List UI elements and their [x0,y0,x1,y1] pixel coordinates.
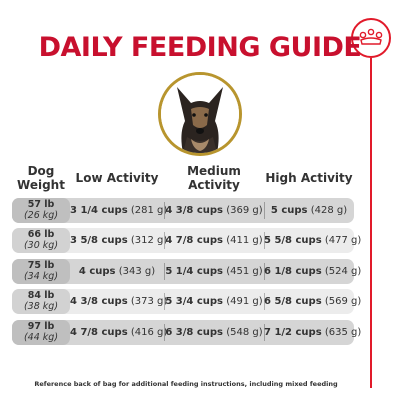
low-activity-cell: 3 1/4 cups (281 g) [70,198,168,223]
table-row: 75 lb (34 kg) 4 cups (343 g) 5 1/4 cups (45… [12,259,361,284]
grams-amount: (312 g) [130,235,168,246]
page-title: DAILY FEEDING GUIDE [38,32,362,63]
cups-amount: 6 5/8 cups [264,296,322,307]
grams-amount: (451 g) [226,266,263,277]
cups-amount: 5 cups [270,205,308,216]
german-shepherd-photo [158,72,242,156]
cups-amount: 5 5/8 cups [264,235,322,246]
table-row: 97 lb (44 kg) 4 7/8 cups (416 g) 6 3/8 cups… [12,320,361,345]
cups-amount: 6 3/8 cups [165,327,224,338]
column-divider [164,232,165,249]
dog-weight-cell: 84 lb (38 kg) [12,289,70,314]
cups-amount: 3 5/8 cups [70,235,128,246]
grams-amount: (477 g) [324,235,362,246]
weight-lb: 57 lb [27,199,55,210]
grams-amount: (411 g) [226,235,263,246]
grams-amount: (416 g) [130,327,168,338]
column-divider [264,263,265,280]
high-activity-cell: 6 5/8 cups (569 g) [264,289,361,314]
medium-activity-cell: 5 1/4 cups (451 g) [164,259,264,284]
weight-kg: (34 kg) [23,270,59,282]
cups-amount: 5 3/4 cups [165,296,224,307]
cups-amount: 4 7/8 cups [165,235,224,246]
cups-amount: 6 1/8 cups [264,266,322,277]
high-activity-cell: 7 1/2 cups (635 g) [264,320,361,345]
weight-lb: 75 lb [27,260,55,271]
header-medium-activity: Medium Activity [187,164,241,192]
column-divider [264,232,265,249]
column-divider [264,293,265,310]
cups-amount: 4 cups [78,266,116,277]
cups-amount: 3 1/4 cups [70,205,128,216]
weight-kg: (30 kg) [23,239,59,251]
header-high-activity: High Activity [265,171,353,185]
medium-activity-cell: 5 3/4 cups (491 g) [164,289,264,314]
grams-amount: (548 g) [226,327,263,338]
weight-kg: (44 kg) [23,331,59,343]
table-header: Dog Weight Low Activity Medium Activity … [12,158,354,198]
low-activity-cell: 4 cups (343 g) [70,259,164,284]
grams-amount: (281 g) [130,205,168,216]
dog-weight-cell: 97 lb (44 kg) [12,320,70,345]
cups-amount: 4 7/8 cups [70,327,128,338]
medium-activity-cell: 4 7/8 cups (411 g) [164,228,264,253]
grams-amount: (369 g) [226,205,263,216]
header-dog-weight: Dog Weight [17,164,65,192]
high-activity-cell: 6 1/8 cups (524 g) [264,259,361,284]
cups-amount: 4 3/8 cups [165,205,224,216]
weight-lb: 84 lb [27,290,55,301]
weight-kg: (26 kg) [23,209,59,221]
weight-kg: (38 kg) [23,300,59,312]
weight-lb: 66 lb [27,229,55,240]
low-activity-cell: 4 7/8 cups (416 g) [70,320,168,345]
column-divider [264,324,265,341]
brand-accent-line [370,58,372,388]
grams-amount: (343 g) [118,266,156,277]
column-divider [164,324,165,341]
grams-amount: (373 g) [130,296,168,307]
weight-lb: 97 lb [27,321,55,332]
header-low-activity: Low Activity [75,171,159,185]
grams-amount: (491 g) [226,296,263,307]
footnote: Reference back of bag for additional fee… [34,380,338,388]
column-divider [264,202,265,219]
low-activity-cell: 4 3/8 cups (373 g) [70,289,168,314]
grams-amount: (569 g) [324,296,362,307]
dog-weight-cell: 75 lb (34 kg) [12,259,70,284]
column-divider [164,263,165,280]
column-divider [164,202,165,219]
grams-amount: (524 g) [324,266,362,277]
grams-amount: (428 g) [310,205,348,216]
low-activity-cell: 3 5/8 cups (312 g) [70,228,168,253]
dog-weight-cell: 57 lb (26 kg) [12,198,70,223]
dog-weight-cell: 66 lb (30 kg) [12,228,70,253]
medium-activity-cell: 4 3/8 cups (369 g) [164,198,264,223]
table-row: 84 lb (38 kg) 4 3/8 cups (373 g) 5 3/4 cups… [12,289,361,314]
cups-amount: 7 1/2 cups [264,327,322,338]
table-row: 66 lb (30 kg) 3 5/8 cups (312 g) 4 7/8 cups… [12,228,361,253]
crown-logo-icon [351,18,391,58]
cups-amount: 4 3/8 cups [70,296,128,307]
table-row: 57 lb (26 kg) 3 1/4 cups (281 g) 4 3/8 cups… [12,198,354,223]
column-divider [164,293,165,310]
high-activity-cell: 5 5/8 cups (477 g) [264,228,361,253]
high-activity-cell: 5 cups (428 g) [264,198,354,223]
cups-amount: 5 1/4 cups [165,266,224,277]
grams-amount: (635 g) [324,327,362,338]
medium-activity-cell: 6 3/8 cups (548 g) [164,320,264,345]
